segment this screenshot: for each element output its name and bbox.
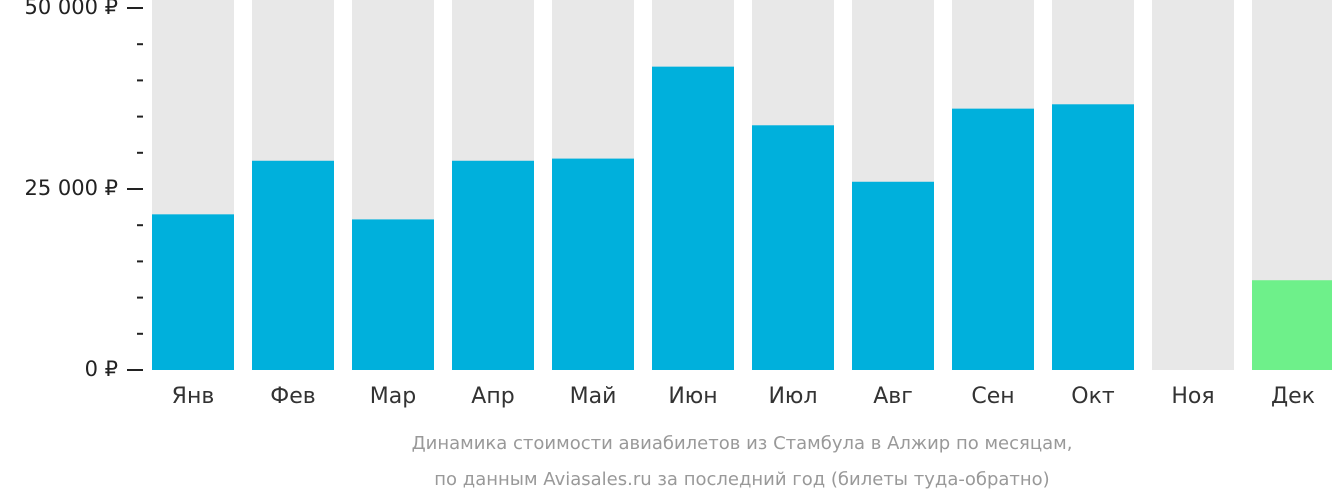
bar	[1252, 280, 1332, 370]
chart-subtitle: по данным Aviasales.ru за последний год …	[434, 469, 1049, 490]
bar	[852, 181, 934, 370]
x-tick-label: Окт	[1071, 384, 1115, 409]
bar	[952, 108, 1034, 371]
x-tick-label: Сен	[971, 384, 1014, 409]
chart-title: Динамика стоимости авиабилетов из Стамбу…	[412, 433, 1073, 454]
bar	[352, 219, 434, 370]
x-tick-label: Ноя	[1171, 384, 1214, 409]
x-tick-label: Дек	[1271, 384, 1315, 409]
bar	[652, 66, 734, 371]
x-tick-label: Апр	[471, 384, 514, 409]
x-tick-label: Мар	[370, 384, 416, 409]
x-tick-label: Май	[570, 384, 617, 409]
bar	[1052, 104, 1134, 371]
bar-background	[1152, 0, 1234, 370]
x-tick-label: Авг	[873, 384, 913, 409]
bar	[752, 125, 834, 371]
x-tick-label: Янв	[172, 384, 215, 409]
y-tick-label: 0 ₽	[85, 357, 118, 381]
x-tick-label: Июн	[668, 384, 717, 409]
x-tick-label: Июл	[768, 384, 817, 409]
bar	[152, 214, 234, 370]
y-tick-label: 25 000 ₽	[24, 176, 118, 200]
y-tick-label: 50 000 ₽	[24, 0, 118, 19]
bar	[252, 160, 334, 370]
x-tick-label: Фев	[270, 384, 315, 409]
bar	[452, 160, 534, 370]
bar	[552, 158, 634, 370]
